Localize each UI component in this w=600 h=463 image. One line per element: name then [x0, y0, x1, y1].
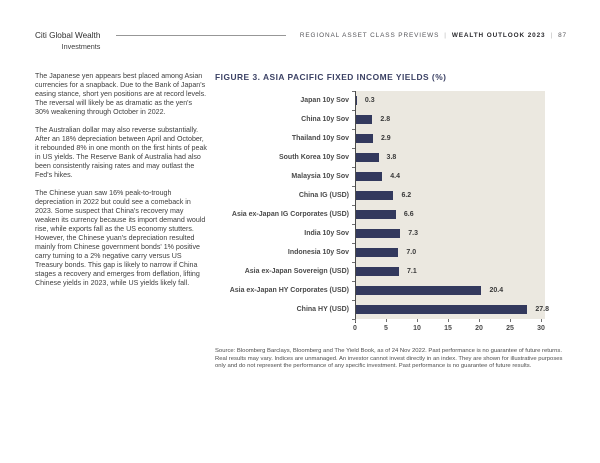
bar-value-label: 20.4: [489, 287, 504, 294]
bar: [355, 248, 399, 257]
bar-row: 0.3: [355, 91, 545, 110]
x-tick-label: 5: [384, 325, 388, 332]
bar-value-label: 27.8: [535, 306, 549, 313]
bar-value-label: 2.9: [380, 135, 391, 142]
brand-name: Citi Global Wealth: [35, 31, 101, 40]
category-label: India 10y Sov: [304, 229, 349, 237]
bar: [355, 134, 373, 143]
x-axis-labels: 0 5 10 15 20 25 30: [353, 325, 567, 335]
separator: |: [550, 32, 554, 39]
bar: [355, 172, 383, 181]
bar-value-label: 2.8: [380, 116, 391, 123]
category-label: Asia ex-Japan IG Corporates (USD): [231, 210, 349, 218]
paragraph-yen: The Japanese yen appears best placed amo…: [35, 72, 207, 116]
bar-row: 27.8: [355, 300, 549, 319]
category-label: Thailand 10y Sov: [291, 134, 349, 142]
header-divider-line: [116, 35, 286, 36]
brand-logo: Citi Global Wealth Investments: [35, 31, 100, 51]
report-year-value: 2023: [527, 32, 546, 39]
bar: [355, 153, 379, 162]
bar: [355, 191, 394, 200]
bar-row: 3.8: [355, 148, 545, 167]
brand-division: Investments: [61, 41, 101, 51]
bar-row: 20.4: [355, 281, 545, 300]
figure-source-note: Source: Bloomberg Barclays, Bloomberg an…: [215, 348, 563, 369]
category-label: Japan 10y Sov: [300, 96, 349, 104]
page-header: Citi Global Wealth Investments REGIONAL …: [35, 31, 567, 51]
x-tick-label: 30: [537, 325, 545, 332]
category-label: Asia ex-Japan Sovereign (USD): [244, 267, 349, 275]
bar-row: 6.2: [355, 186, 545, 205]
bar-row: 4.4: [355, 167, 545, 186]
category-label: Indonesia 10y Sov: [287, 248, 349, 256]
category-labels-col: Japan 10y Sov China 10y Sov Thailand 10y S…: [215, 91, 355, 319]
bar-value-label: 0.3: [364, 97, 375, 104]
plot-area: 0.3 2.8 2.9 3.8 4.4 6.2 6.6 7.3 7.0 7.1 20.4 27.8: [352, 91, 549, 323]
figure-title: FIGURE 3. ASIA PACIFIC FIXED INCOME YIEL…: [215, 72, 447, 82]
bar: [355, 210, 396, 219]
category-label: Asia ex-Japan HY Corporates (USD): [229, 286, 349, 294]
bar-value-label: 7.1: [407, 268, 417, 275]
section-label: REGIONAL ASSET CLASS PREVIEWS: [299, 32, 440, 39]
bar-chart: Japan 10y Sov China 10y Sov Thailand 10y S…: [215, 91, 567, 323]
bar: [355, 115, 373, 124]
category-label: China IG (USD): [298, 191, 349, 199]
bar-value-label: 7.0: [406, 249, 417, 256]
category-label: China HY (USD): [296, 305, 349, 313]
bar-value-label: 6.2: [401, 192, 412, 199]
x-tick-label: 25: [506, 325, 514, 332]
bar: [355, 305, 528, 314]
category-label: South Korea 10y Sov: [278, 153, 349, 161]
paragraph-yuan: The Chinese yuan saw 16% peak-to-trough …: [35, 189, 206, 287]
bar-row: 2.9: [355, 129, 545, 148]
bar-row: 7.0: [355, 243, 545, 262]
x-tick-label: 0: [353, 325, 357, 332]
separator: |: [444, 32, 447, 39]
bar: [355, 286, 482, 295]
category-tick-marks: [352, 91, 355, 320]
bar-row: 7.1: [355, 262, 545, 281]
x-tick-label: 15: [444, 325, 452, 332]
header-meta: REGIONAL ASSET CLASS PREVIEWS | WEALTH OUT…: [300, 32, 567, 39]
bar-value-label: 7.3: [408, 230, 418, 237]
x-tick-label: 10: [413, 325, 421, 332]
page-number: 87: [558, 32, 567, 39]
article-text: The Japanese yen appears best placed amo…: [35, 72, 207, 297]
bar-row: 6.6: [355, 205, 545, 224]
report-title: WEALTH OUTLOOK: [451, 32, 525, 39]
y-axis-line: [355, 91, 356, 323]
paragraph-aud: The Australian dollar may also reverse s…: [35, 126, 207, 179]
x-tick-label: 20: [475, 325, 483, 332]
bar-row: 2.8: [355, 110, 545, 129]
bar-row: 7.3: [355, 224, 545, 243]
category-label: Malaysia 10y Sov: [291, 172, 349, 180]
bar-value-label: 4.4: [390, 173, 400, 180]
bar-value-label: 6.6: [403, 211, 414, 218]
bar: [355, 229, 401, 238]
x-axis-tick-marks: [355, 319, 542, 322]
bar: [355, 267, 400, 276]
bar-value-label: 3.8: [386, 154, 397, 161]
figure-3: FIGURE 3. ASIA PACIFIC FIXED INCOME YIEL…: [215, 72, 567, 371]
category-label: China 10y Sov: [301, 115, 349, 123]
